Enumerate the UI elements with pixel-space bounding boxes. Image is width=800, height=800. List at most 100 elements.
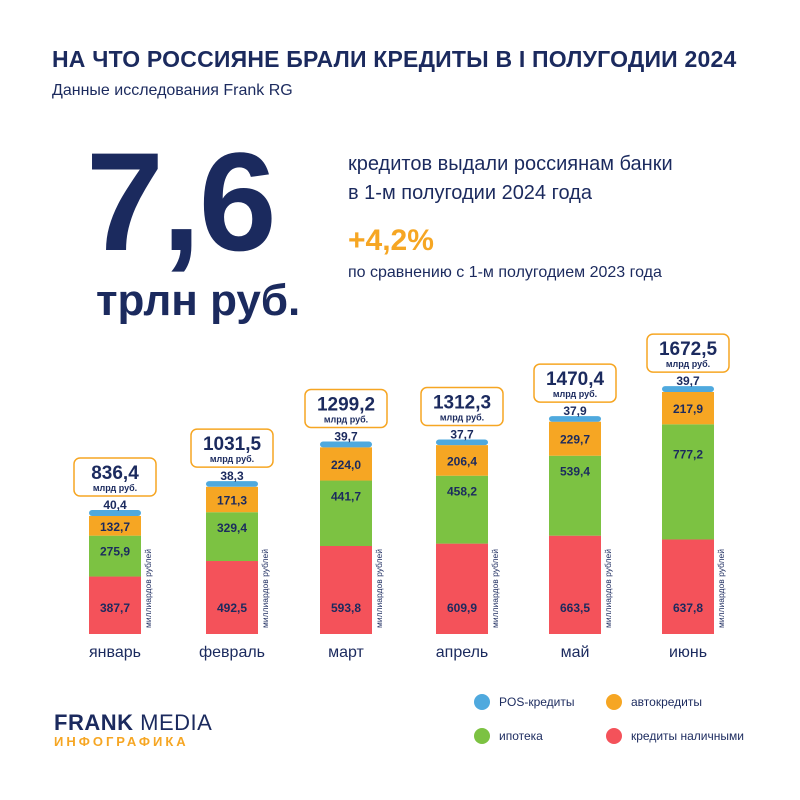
growth-value: +4,2%	[348, 224, 434, 257]
lead-text: кредитов выдали россиянам банки в 1-м по…	[348, 150, 673, 208]
data-label-mortgage: 329,4	[217, 521, 247, 535]
brand-logo: FRANK MEDIA	[54, 710, 212, 736]
chart-legend: POS-кредиты автокредиты ипотека кредиты …	[474, 694, 774, 754]
brand-light: MEDIA	[140, 710, 213, 735]
total-value-label: 1470,4	[546, 369, 605, 390]
bar-segment-mortgage	[206, 512, 258, 562]
data-label-pos: 40,4	[103, 498, 127, 512]
data-label-cash: 387,7	[100, 601, 130, 615]
data-label-cash: 609,9	[447, 601, 477, 615]
data-label-mortgage: 458,2	[447, 485, 477, 499]
bar-segment-cash	[436, 543, 488, 634]
total-unit-label: млрд руб.	[93, 483, 137, 493]
total-value: 7,6	[86, 123, 277, 280]
total-unit-label: млрд руб.	[553, 389, 597, 399]
legend-label-mortgage: ипотека	[499, 729, 543, 743]
bar-segment-cash	[549, 535, 601, 634]
data-label-auto: 206,4	[447, 454, 477, 468]
bar-segment-pos	[436, 439, 488, 446]
legend-item-pos: POS-кредиты	[474, 694, 575, 710]
total-box	[304, 388, 388, 429]
data-label-mortgage: 777,2	[673, 447, 703, 461]
data-label-pos: 39,7	[676, 374, 700, 388]
legend-swatch-pos	[474, 694, 490, 710]
total-unit-label: млрд руб.	[666, 359, 710, 369]
bar-segment-auto	[662, 392, 714, 425]
bar-segment-pos	[206, 481, 258, 487]
data-label-auto: 229,7	[560, 433, 590, 447]
axis-unit-note: миллиардов рублей	[716, 549, 726, 628]
bar-segment-pos	[320, 441, 372, 448]
axis-unit-note: миллиардов рублей	[260, 549, 270, 628]
bar-segment-mortgage	[89, 535, 141, 577]
x-tick-label: апрель	[436, 644, 489, 661]
legend-item-auto: автокредиты	[606, 694, 702, 710]
bar-segment-pos	[662, 386, 714, 393]
legend-swatch-cash	[606, 728, 622, 744]
bar-segment-mortgage	[436, 475, 488, 544]
data-label-cash: 492,5	[217, 601, 247, 615]
growth-note: по сравнению с 1-м полугодием 2023 года	[348, 264, 662, 281]
total-value-label: 836,4	[91, 463, 139, 484]
data-label-pos: 39,7	[334, 429, 358, 443]
data-label-pos: 38,3	[220, 469, 244, 483]
x-tick-label: март	[328, 644, 364, 661]
legend-swatch-mortgage	[474, 728, 490, 744]
axis-unit-note: миллиардов рублей	[490, 549, 500, 628]
data-label-cash: 663,5	[560, 601, 590, 615]
data-label-pos: 37,9	[563, 404, 587, 418]
bar-segment-pos	[89, 510, 141, 516]
bar-segment-pos	[549, 416, 601, 422]
axis-unit-note: миллиардов рублей	[603, 549, 613, 628]
data-label-auto: 132,7	[100, 520, 130, 534]
total-box	[190, 428, 274, 468]
brand-bold: FRANK	[54, 710, 134, 735]
legend-label-pos: POS-кредиты	[499, 695, 575, 709]
data-label-cash: 637,8	[673, 601, 703, 615]
total-unit-label: млрд руб.	[440, 413, 484, 423]
total-box	[73, 457, 157, 497]
lead-line-1: кредитов выдали россиянам банки	[348, 153, 673, 175]
brand-subtitle: ИНФОГРАФИКА	[54, 734, 189, 749]
legend-item-mortgage: ипотека	[474, 728, 543, 744]
data-label-mortgage: 275,9	[100, 545, 130, 559]
lead-line-2: в 1-м полугодии 2024 года	[348, 182, 592, 204]
data-label-auto: 224,0	[331, 458, 361, 472]
total-value-label: 1672,5	[659, 339, 718, 360]
total-unit-label: млрд руб.	[210, 454, 254, 464]
bar-segment-cash	[89, 576, 141, 634]
bar-segment-mortgage	[662, 424, 714, 540]
bar-segment-cash	[206, 561, 258, 634]
total-unit: трлн руб.	[96, 276, 301, 325]
bar-segment-mortgage	[320, 480, 372, 546]
legend-label-cash: кредиты наличными	[631, 729, 744, 743]
total-box	[420, 386, 504, 427]
bar-segment-auto	[549, 421, 601, 456]
x-tick-label: январь	[89, 644, 141, 661]
total-box	[646, 333, 730, 373]
x-tick-label: февраль	[199, 644, 265, 661]
bar-segment-mortgage	[549, 455, 601, 536]
page-subtitle: Данные исследования Frank RG	[52, 82, 293, 99]
bar-segment-auto	[320, 447, 372, 481]
data-label-pos: 37,7	[450, 428, 474, 442]
total-unit-label: млрд руб.	[324, 414, 368, 424]
data-label-auto: 171,3	[217, 494, 247, 508]
total-value-label: 1031,5	[203, 434, 262, 455]
x-tick-label: май	[561, 644, 590, 661]
total-value-label: 1312,3	[433, 393, 491, 414]
legend-item-cash: кредиты наличными	[606, 728, 744, 744]
bar-segment-auto	[436, 445, 488, 476]
bar-segment-cash	[662, 539, 714, 634]
axis-unit-note: миллиардов рублей	[374, 549, 384, 628]
legend-label-auto: автокредиты	[631, 695, 702, 709]
data-label-cash: 593,8	[331, 601, 361, 615]
bar-segment-auto	[89, 515, 141, 536]
page-title: НА ЧТО РОССИЯНЕ БРАЛИ КРЕДИТЫ В I ПОЛУГО…	[52, 46, 737, 72]
axis-unit-note: миллиардов рублей	[143, 549, 153, 628]
bar-segment-auto	[206, 486, 258, 513]
data-label-auto: 217,9	[673, 402, 703, 416]
total-box	[533, 363, 617, 403]
x-tick-label: июнь	[669, 644, 707, 661]
